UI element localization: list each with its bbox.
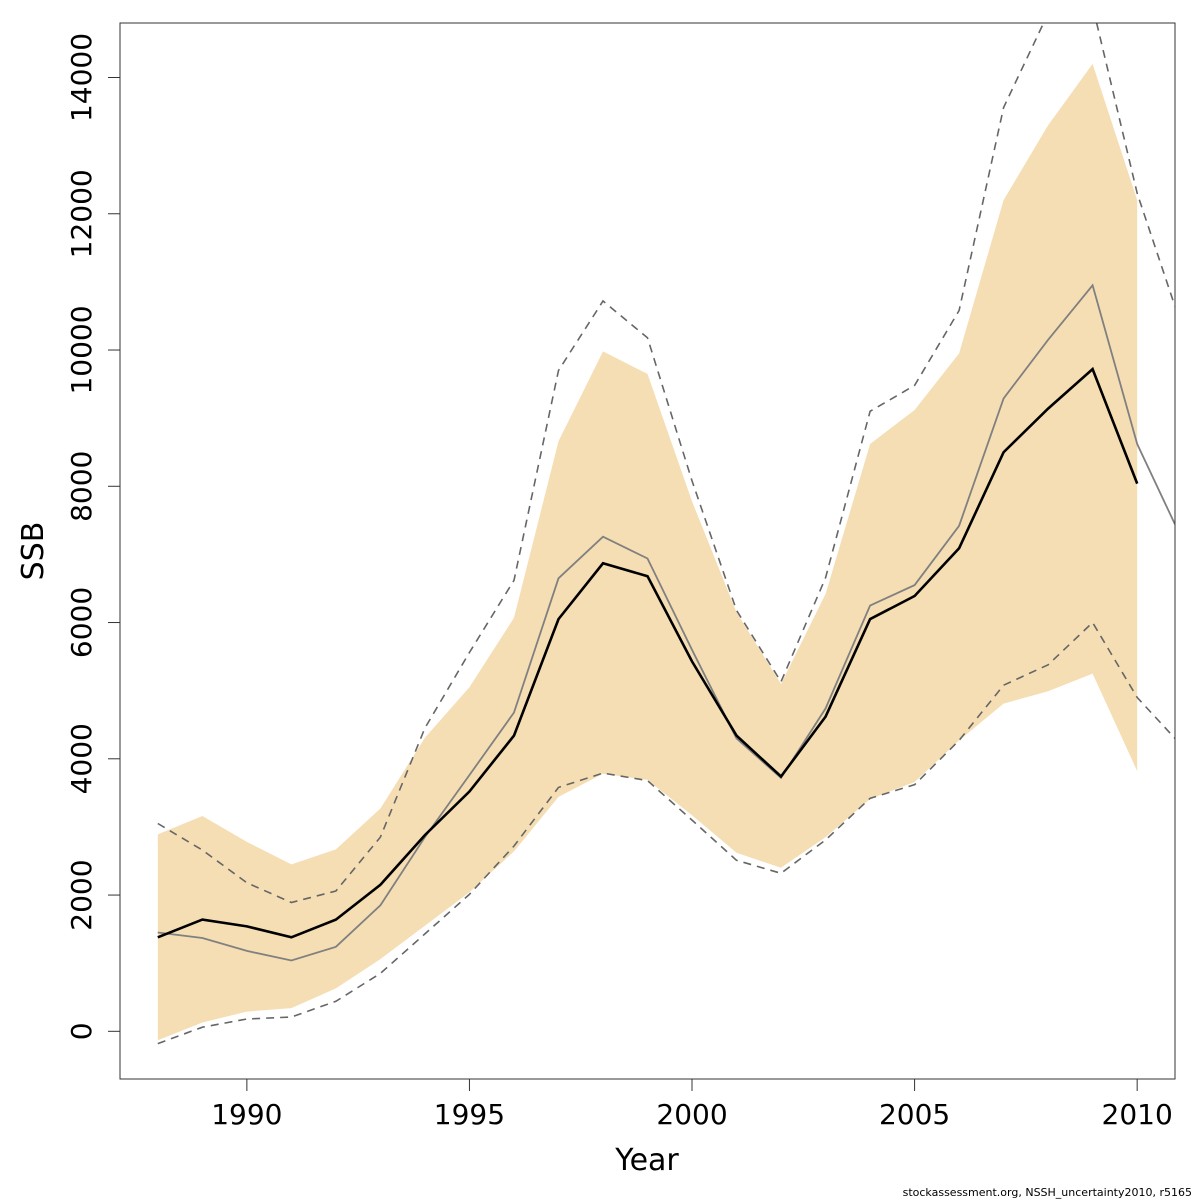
y-tick-label: 4000 — [65, 723, 98, 794]
y-axis-title: SSB — [16, 522, 51, 581]
y-tick-label: 2000 — [65, 859, 98, 930]
dashed-upper-line — [157, 23, 1175, 904]
credit-text: stockassessment.org, NSSH_uncertainty201… — [903, 1186, 1192, 1199]
y-tick-label: 0 — [65, 1022, 98, 1040]
y-tick-label: 12000 — [65, 169, 98, 258]
y-axis: 0 2000 4000 6000 8000 10000 12000 14000 — [65, 33, 120, 1040]
x-tick-label: 1995 — [434, 1098, 505, 1131]
x-tick-label: 2000 — [656, 1098, 727, 1131]
y-tick-label: 8000 — [65, 451, 98, 522]
plot-marks — [157, 23, 1175, 1045]
y-tick-label: 14000 — [65, 33, 98, 122]
x-tick-label: 2010 — [1102, 1098, 1173, 1131]
estimate-line — [157, 283, 1175, 962]
plot-frame — [119, 22, 1176, 1080]
y-tick-label: 10000 — [65, 305, 98, 394]
dashed-lower-line — [157, 621, 1175, 1045]
x-tick-label: 1990 — [211, 1098, 282, 1131]
median-line — [157, 366, 1139, 939]
x-axis: 1990 1995 2000 2005 2010 — [211, 1079, 1173, 1131]
confidence-band — [157, 63, 1138, 1041]
x-axis-title: Year — [614, 1143, 679, 1178]
x-tick-label: 2005 — [879, 1098, 950, 1131]
y-tick-label: 6000 — [65, 587, 98, 658]
